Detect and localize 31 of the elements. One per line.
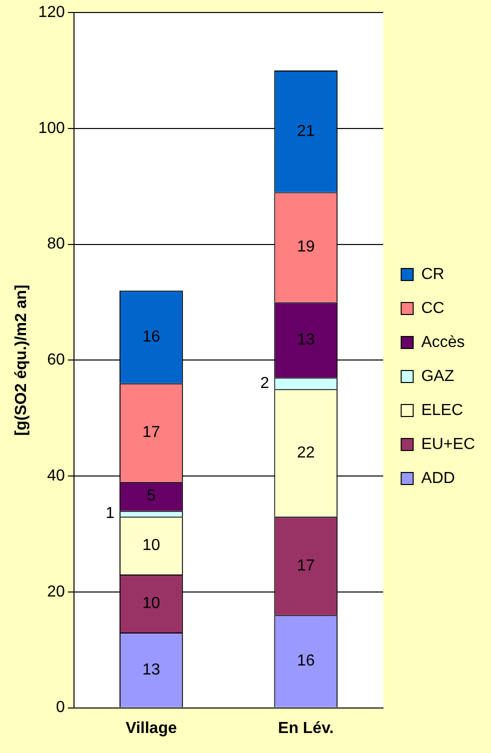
- legend-label: ADD: [421, 470, 455, 487]
- y-tick-label: 20: [47, 583, 65, 600]
- y-tick-label: 100: [38, 120, 65, 137]
- y-tick-label: 120: [38, 4, 65, 22]
- data-label: 1: [106, 505, 115, 522]
- data-label: 17: [142, 424, 160, 442]
- data-label: 16: [296, 652, 315, 670]
- data-label: 13: [142, 661, 160, 678]
- legend-label: ELEC: [421, 402, 463, 419]
- data-label: 22: [296, 444, 315, 462]
- y-axis-title: [g(SO2 équ.)/m2 an]: [13, 284, 30, 436]
- data-label: 10: [142, 536, 160, 554]
- data-label: 10: [142, 594, 160, 612]
- x-tick-label: Village: [126, 720, 177, 737]
- legend-label: EU+EC: [421, 436, 475, 453]
- legend-label: Accès: [421, 334, 465, 351]
- legend-label: CR: [421, 266, 444, 283]
- data-label: 5: [146, 488, 156, 505]
- data-label: 2: [260, 374, 270, 392]
- y-tick-label: 0: [56, 699, 65, 716]
- data-label: 16: [142, 328, 160, 346]
- data-label: 13: [296, 331, 315, 348]
- y-tick-label: 40: [47, 467, 65, 484]
- y-tick-label: 80: [47, 236, 65, 253]
- data-label: 21: [296, 122, 315, 140]
- legend-label: GAZ: [421, 368, 454, 385]
- y-tick-label: 60: [47, 352, 65, 369]
- data-label: 17: [296, 557, 315, 574]
- data-label: 19: [296, 238, 315, 256]
- legend-label: CC: [421, 300, 444, 317]
- x-tick-label: En Lév.: [278, 720, 334, 737]
